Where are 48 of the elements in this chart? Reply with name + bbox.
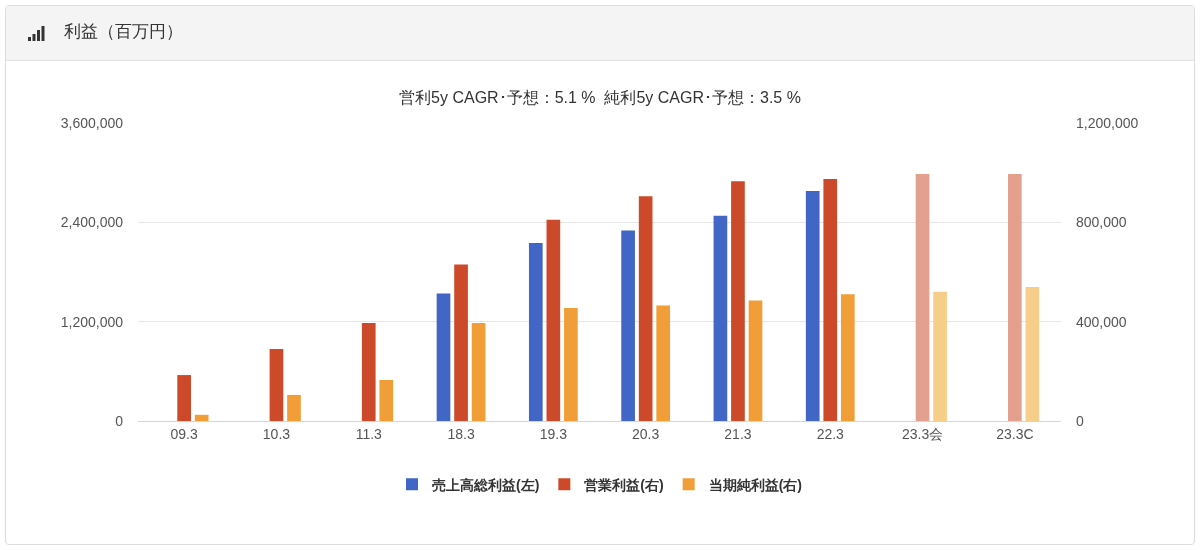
bar — [1025, 286, 1040, 421]
bar — [546, 219, 561, 421]
bar — [621, 230, 635, 421]
bar — [656, 305, 671, 421]
bar — [194, 414, 209, 421]
bar — [269, 348, 284, 421]
x-tick-label: 10.3 — [262, 425, 291, 442]
y-tick-label: 1,200,000 — [60, 313, 124, 330]
legend-label: 当期純利益(右) — [708, 476, 802, 493]
y2-tick-label: 1,200,000 — [1076, 114, 1139, 131]
bar — [361, 322, 376, 421]
bar — [287, 394, 301, 421]
x-tick-label: 23.3会 — [901, 425, 944, 442]
x-tick-label: 09.3 — [170, 425, 198, 442]
bar — [748, 300, 763, 421]
x-tick-label: 23.3C — [996, 425, 1034, 442]
bar — [731, 181, 745, 421]
x-tick-label: 21.3 — [724, 425, 752, 442]
x-tick-label: 19.3 — [539, 425, 568, 442]
y2-tick-label: 0 — [1076, 412, 1084, 429]
bar — [840, 294, 855, 421]
chart-subtitle: 営利5y CAGR･予想：5.1 % 純利5y CAGR･予想：3.5 % — [399, 88, 801, 106]
bar — [436, 293, 451, 421]
bar — [915, 173, 930, 421]
bar — [823, 178, 838, 421]
y-tick-label: 2,400,000 — [60, 214, 124, 231]
bar — [471, 322, 486, 421]
bar — [805, 190, 820, 421]
y-tick-label: 0 — [115, 412, 124, 429]
y2-tick-label: 800,000 — [1076, 214, 1127, 231]
bar — [638, 196, 653, 421]
x-tick-label: 11.3 — [355, 425, 383, 442]
bar — [454, 264, 468, 421]
bar — [177, 375, 191, 421]
y-tick-label: 3,600,000 — [60, 114, 124, 131]
legend-label: 営業利益(右) — [584, 476, 664, 493]
bar — [528, 243, 543, 421]
bar — [379, 380, 394, 421]
x-tick-label: 18.3 — [447, 425, 475, 442]
bar — [713, 215, 728, 421]
x-tick-label: 22.3 — [816, 425, 845, 442]
x-tick-label: 20.3 — [632, 425, 660, 442]
legend-label: 売上高総利益(左) — [432, 476, 540, 493]
y2-tick-label: 400,000 — [1076, 313, 1127, 330]
chart-title: 利益（百万円） — [64, 21, 183, 43]
bar — [933, 291, 947, 421]
bar — [564, 308, 578, 421]
bar — [1008, 173, 1022, 421]
